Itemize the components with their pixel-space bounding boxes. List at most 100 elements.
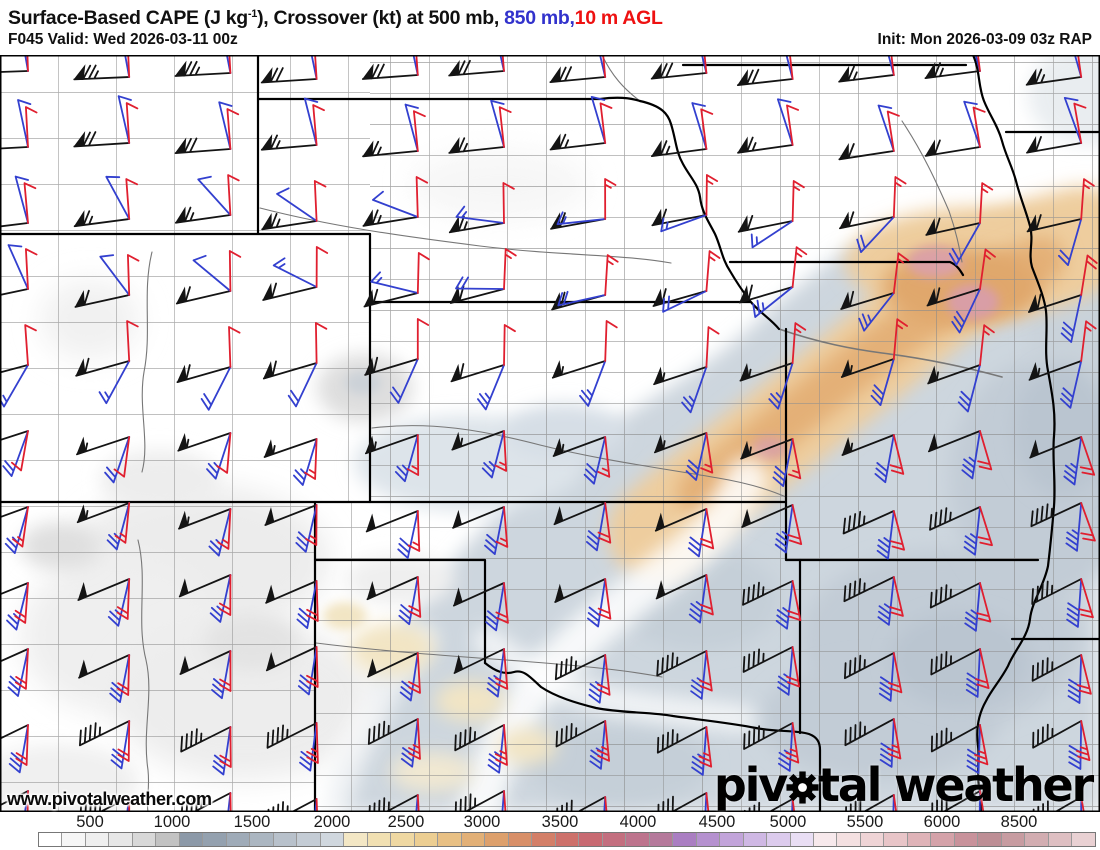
- wind-barb: [116, 578, 131, 620]
- wind-barb: [555, 720, 607, 748]
- wind-barb: [113, 436, 131, 478]
- meta-line: F045 Valid: Wed 2026-03-11 00z Init: Mon…: [8, 30, 1092, 50]
- wind-barb: [11, 430, 29, 472]
- title-10m: 10 m AGL: [574, 7, 663, 29]
- wind-barb: [228, 326, 241, 368]
- title-mid: ), Crossover (kt) at 500 mb,: [257, 7, 505, 29]
- wind-barb-pennant: [177, 432, 188, 452]
- wind-barb: [0, 582, 29, 596]
- wind-barb: [24, 324, 37, 366]
- wind-barb-pennant: [365, 513, 376, 533]
- colorbar-cell: [673, 833, 697, 846]
- wind-barb-pennant: [176, 364, 187, 383]
- wind-barb: [501, 55, 505, 72]
- wind-barb: [599, 55, 607, 78]
- wind-barb: [297, 646, 318, 696]
- colorbar-tick-label: 1500: [233, 813, 271, 831]
- wind-barb-pennant: [926, 287, 937, 307]
- wind-barb: [110, 720, 131, 770]
- wind-barb: [399, 652, 419, 702]
- wind-barb-pennant: [924, 139, 936, 157]
- wind-barb: [786, 646, 800, 688]
- wind-barb: [408, 576, 422, 618]
- wind-barb: [23, 182, 37, 224]
- border-ks-mo-ok-ar: [784, 327, 802, 735]
- wind-barb: [495, 506, 509, 548]
- wind-barb-pennant: [74, 290, 85, 308]
- wind-barb: [394, 434, 419, 483]
- wind-barb: [26, 55, 29, 72]
- colorbar-cell: [367, 833, 392, 846]
- wind-barb: [887, 718, 902, 760]
- colorbar-cell: [837, 833, 861, 846]
- wind-barb: [295, 504, 318, 553]
- wind-barb: [370, 271, 419, 294]
- pivotal-weather-logo: piv tal weather: [714, 762, 1094, 808]
- wind-barb: [890, 510, 905, 551]
- wind-barb: [226, 108, 240, 150]
- wind-barb: [597, 502, 612, 544]
- wind-barb: [299, 722, 318, 772]
- wind-barb: [1077, 55, 1083, 78]
- wind-barb: [305, 504, 318, 546]
- wind-barb: [503, 324, 516, 366]
- river-missouri-in-mo: [778, 328, 1003, 378]
- wind-barb-pennant: [736, 69, 748, 86]
- wind-barb: [889, 576, 904, 617]
- wind-barb: [105, 175, 131, 220]
- wind-barb: [778, 722, 794, 772]
- wind-barb: [14, 648, 29, 690]
- wind-barb: [206, 432, 232, 480]
- wind-barb-pennant: [174, 60, 187, 77]
- wind-barb: [1060, 360, 1083, 409]
- colorbar-cell: [438, 833, 462, 846]
- colorbar-cell: [1001, 833, 1026, 846]
- wind-barb: [79, 720, 131, 747]
- colorbar-cell: [132, 833, 157, 846]
- wind-barb: [590, 96, 607, 144]
- wind-barb: [972, 106, 986, 148]
- colorbar-cell: [297, 833, 321, 846]
- colorbar-tick-label: 3500: [541, 813, 579, 831]
- wind-barb: [398, 576, 419, 626]
- wind-barb-pennant: [653, 366, 664, 386]
- wind-barb: [128, 796, 131, 812]
- colorbar-tick-label: 8500: [1000, 813, 1038, 831]
- river-colorado-mtn: [141, 251, 153, 473]
- wind-barb: [602, 55, 607, 78]
- colorbar-tick-label: 2000: [313, 813, 351, 831]
- colorbar-cell: [532, 833, 556, 846]
- wind-barb: [979, 248, 996, 290]
- river-platte: [259, 207, 672, 264]
- wind-barb: [0, 790, 29, 807]
- wind-barb: [485, 582, 505, 632]
- wind-barb: [791, 246, 808, 288]
- wind-barb-pennant: [549, 133, 561, 151]
- wind-barb-pennant: [362, 209, 373, 227]
- cape-colorbar: [38, 832, 1096, 847]
- wind-barb: [413, 110, 426, 152]
- colorbar-cell: [978, 833, 1002, 846]
- wind-barb: [14, 175, 29, 224]
- wind-barb: [494, 430, 508, 472]
- colorbar-cell: [203, 833, 227, 846]
- wind-barb: [4, 506, 29, 554]
- wind-barb: [412, 55, 419, 76]
- gear-icon: [786, 770, 819, 804]
- wind-barb: [397, 510, 419, 559]
- wind-barb: [604, 178, 617, 220]
- wind-barb: [117, 95, 132, 144]
- colorbar-cell: [179, 833, 204, 846]
- border-red-river-tx-ok: [483, 661, 822, 812]
- wind-barb: [597, 654, 611, 696]
- colorbar-tick-label: 500: [76, 813, 104, 831]
- map-canvas[interactable]: [0, 55, 1100, 812]
- page-title: Surface-Based CAPE (J kg-1), Crossover (…: [8, 0, 663, 32]
- wind-barb-pennant: [1028, 294, 1039, 313]
- valid-time: F045 Valid: Wed 2026-03-11 00z: [8, 31, 238, 48]
- wind-barb: [1063, 97, 1083, 144]
- wind-barb: [296, 580, 318, 629]
- wind-barb: [127, 55, 131, 78]
- wind-barb: [1078, 578, 1094, 619]
- wind-barb: [750, 220, 794, 249]
